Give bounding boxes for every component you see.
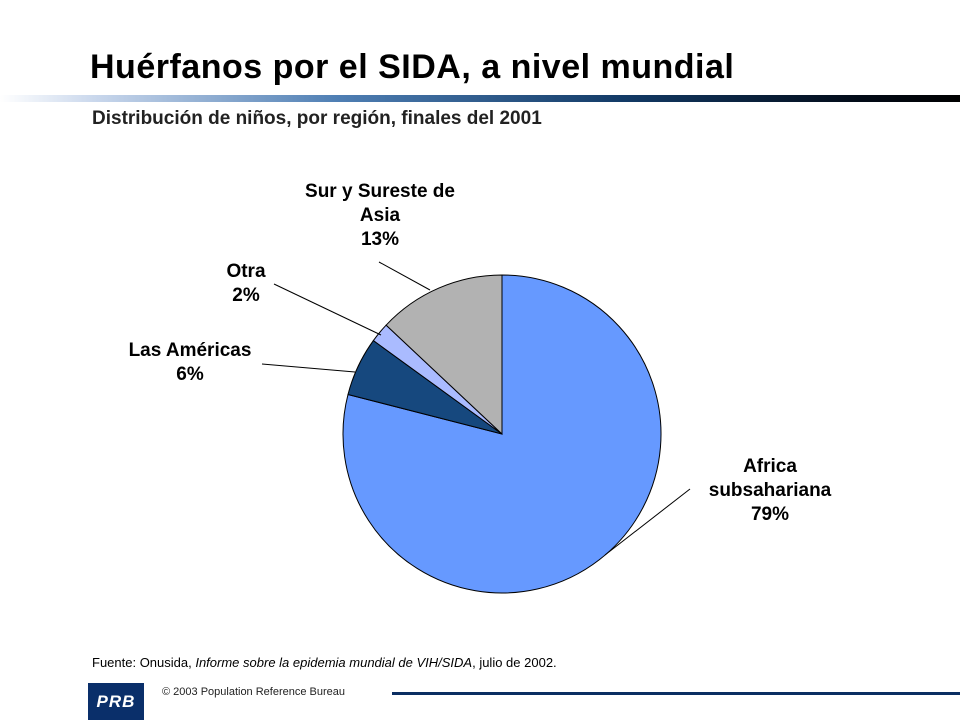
source-suffix: , julio de 2002. — [472, 655, 557, 670]
slice-percent-3: 13% — [361, 229, 399, 250]
chart-subtitle: Distribución de niños, por región, final… — [92, 108, 542, 129]
leader-line-2 — [273, 283, 382, 336]
pie-slice-3 — [385, 274, 503, 436]
logo-text: PRB — [96, 691, 136, 711]
slice-name-line-0-1: subsahariana — [709, 480, 832, 501]
slice-label-0: Africa subsahariana 79% — [709, 456, 832, 525]
slice-labels: Africa subsahariana 79% Las Américas 6% Otra 2… — [129, 181, 832, 525]
slice-label-1: Las Américas 6% — [129, 340, 252, 385]
leader-line-1 — [261, 363, 356, 373]
slice-name-line-1-0: Las Américas — [129, 340, 252, 361]
slice-label-2: Otra 2% — [226, 261, 266, 306]
slice-name-line-3-1: Asia — [360, 205, 401, 226]
slice-name-line-3-0: Sur y Sureste de — [305, 181, 455, 202]
copyright-text: © 2003 Population Reference Bureau — [162, 686, 346, 698]
leader-line-0 — [604, 488, 691, 556]
footer-rule — [392, 692, 960, 695]
prb-logo: PRB — [88, 683, 144, 720]
slice-percent-2: 2% — [232, 285, 260, 306]
slice-name-line-2-0: Otra — [226, 261, 266, 282]
slice-name-line-0-0: Africa — [743, 456, 797, 477]
leader-lines — [261, 261, 691, 556]
pie-slices — [342, 274, 662, 594]
source-prefix: Fuente: Onusida, — [92, 655, 196, 670]
slide-title: Huérfanos por el SIDA, a nivel mundial — [90, 48, 735, 86]
leader-line-3 — [378, 261, 431, 291]
title-gradient-bar — [0, 95, 960, 102]
source-note: Fuente: Onusida, Informe sobre la epidem… — [92, 655, 557, 670]
slice-percent-0: 79% — [751, 504, 789, 525]
slice-percent-1: 6% — [176, 364, 204, 385]
slice-label-3: Sur y Sureste de Asia 13% — [305, 181, 455, 250]
source-publication: Informe sobre la epidemia mundial de VIH… — [195, 655, 473, 670]
